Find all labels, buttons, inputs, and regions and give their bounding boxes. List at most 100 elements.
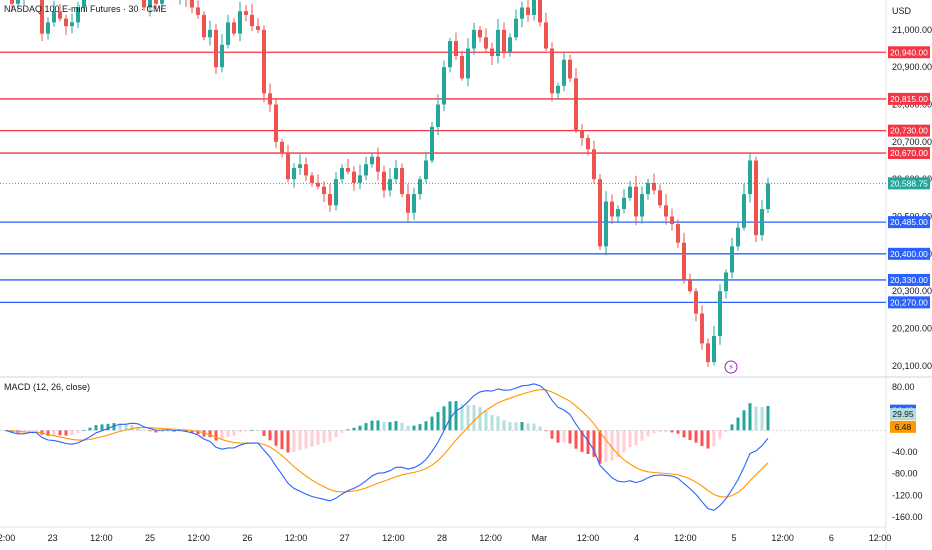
candle-body bbox=[52, 11, 56, 23]
macd-tick-label: -40.00 bbox=[892, 447, 918, 457]
macd-hist-bar bbox=[598, 430, 602, 464]
support-level-label: 20,330.00 bbox=[890, 275, 928, 285]
time-tick-label: 28 bbox=[437, 533, 447, 543]
candle-body bbox=[484, 37, 488, 49]
candle-body bbox=[562, 59, 566, 86]
candle-body bbox=[472, 29, 476, 49]
macd-hist-bar bbox=[730, 424, 734, 431]
candle-body bbox=[628, 186, 632, 198]
candle-body bbox=[514, 18, 518, 38]
candle-body bbox=[322, 186, 326, 195]
macd-hist-bar bbox=[496, 416, 500, 431]
candle-body bbox=[244, 11, 248, 15]
signal-line bbox=[5, 389, 769, 498]
macd-hist-bar bbox=[256, 430, 260, 432]
macd-hist-bar bbox=[640, 430, 644, 441]
candle-body bbox=[754, 160, 758, 236]
resistance-level-label: 20,670.00 bbox=[890, 148, 928, 158]
candle-body bbox=[232, 22, 236, 34]
macd-hist-bar bbox=[160, 430, 164, 433]
macd-hist-bar bbox=[550, 430, 554, 439]
macd-hist-bar bbox=[568, 430, 572, 444]
macd-hist-bar bbox=[556, 430, 560, 443]
candle-body bbox=[580, 130, 584, 139]
candle-body bbox=[724, 272, 728, 292]
macd-hist-bar bbox=[388, 422, 392, 431]
time-tick-label: 12:00 bbox=[577, 533, 600, 543]
candle-body bbox=[706, 343, 710, 363]
candle-body bbox=[646, 182, 650, 195]
candle-body bbox=[454, 41, 458, 56]
symbol-title: NASDAQ 100 E-mini Futures · 30 · CME bbox=[4, 4, 167, 14]
macd-hist-bar bbox=[688, 430, 692, 440]
candle-body bbox=[508, 37, 512, 53]
macd-hist-bar bbox=[664, 430, 668, 433]
macd-hist-bar bbox=[22, 430, 26, 433]
macd-hist-bar bbox=[526, 423, 530, 431]
candle-body bbox=[394, 167, 398, 180]
macd-hist-bar bbox=[724, 430, 728, 432]
candle-body bbox=[616, 209, 620, 217]
macd-lines bbox=[5, 383, 769, 511]
candle-body bbox=[64, 18, 68, 27]
candle-body bbox=[388, 179, 392, 191]
macd-hist-bar bbox=[322, 430, 326, 443]
candle-body bbox=[694, 291, 698, 314]
macd-hist-bar bbox=[514, 422, 518, 431]
price-tick-label: 20,100.00 bbox=[892, 361, 932, 371]
last-price-line: 20,588.75 bbox=[0, 177, 930, 190]
macd-hist-bar bbox=[406, 425, 410, 431]
candle-body bbox=[700, 313, 704, 344]
price-levels: 20,940.00 20,815.00 20,730.00 20,670.00 20,4… bbox=[0, 46, 930, 309]
macd-hist-bar bbox=[376, 420, 380, 431]
candle-body bbox=[142, 0, 146, 8]
candle-body bbox=[364, 164, 368, 176]
macd-hist-bar bbox=[232, 430, 236, 436]
macd-hist-bar bbox=[622, 430, 626, 453]
time-tick-label: 26 bbox=[242, 533, 252, 543]
time-axis[interactable]: 12:00 23 12:00 25 12:00 26 12:00 27 12:00 28 12:00… bbox=[0, 533, 891, 543]
macd-axis: 80.00 -40.00 -80.00 -120.00 -160.00 bbox=[0, 382, 923, 522]
macd-hist-bar bbox=[268, 430, 272, 441]
macd-hist-bar bbox=[736, 417, 740, 431]
macd-hist-bar bbox=[298, 430, 302, 451]
candle-body bbox=[214, 29, 218, 68]
candle-body bbox=[160, 0, 164, 4]
histogram-value-badge bbox=[890, 408, 916, 421]
time-tick-label: 12:00 bbox=[187, 533, 210, 543]
macd-hist-bar bbox=[208, 430, 212, 438]
candle-body bbox=[742, 194, 746, 228]
macd-value-badges: 36.4329.956.48 bbox=[890, 404, 916, 433]
time-tick-label: 12:00 bbox=[0, 533, 15, 543]
macd-hist-bar bbox=[262, 430, 266, 437]
macd-hist-bar bbox=[616, 430, 620, 458]
candle-body bbox=[592, 149, 596, 180]
macd-hist-bar bbox=[118, 423, 122, 431]
macd-hist-bar bbox=[88, 427, 92, 431]
candle-body bbox=[262, 29, 266, 94]
candle-body bbox=[760, 209, 764, 236]
macd-histogram bbox=[4, 401, 770, 464]
candle-body bbox=[376, 156, 380, 172]
candle-body bbox=[436, 104, 440, 127]
macd-hist-bar bbox=[748, 403, 752, 431]
time-tick-label: 12:00 bbox=[382, 533, 405, 543]
macd-hist-bar bbox=[220, 430, 224, 441]
currency-label[interactable]: USD bbox=[892, 6, 912, 16]
support-level-label: 20,400.00 bbox=[890, 249, 928, 259]
candle-body bbox=[430, 126, 434, 161]
candle-body bbox=[682, 242, 686, 280]
macd-hist-bar bbox=[358, 425, 362, 431]
macd-line bbox=[5, 383, 769, 511]
macd-hist-bar bbox=[70, 430, 74, 436]
macd-hist-bar bbox=[286, 430, 290, 453]
macd-hist-bar bbox=[196, 430, 200, 434]
macd-hist-bar bbox=[754, 406, 758, 431]
macd-hist-bar bbox=[490, 415, 494, 431]
candle-body bbox=[670, 216, 674, 224]
event-flash-icon[interactable]: ⚡ bbox=[724, 360, 738, 374]
macd-hist-bar bbox=[658, 430, 662, 433]
support-level-badge bbox=[888, 296, 930, 309]
